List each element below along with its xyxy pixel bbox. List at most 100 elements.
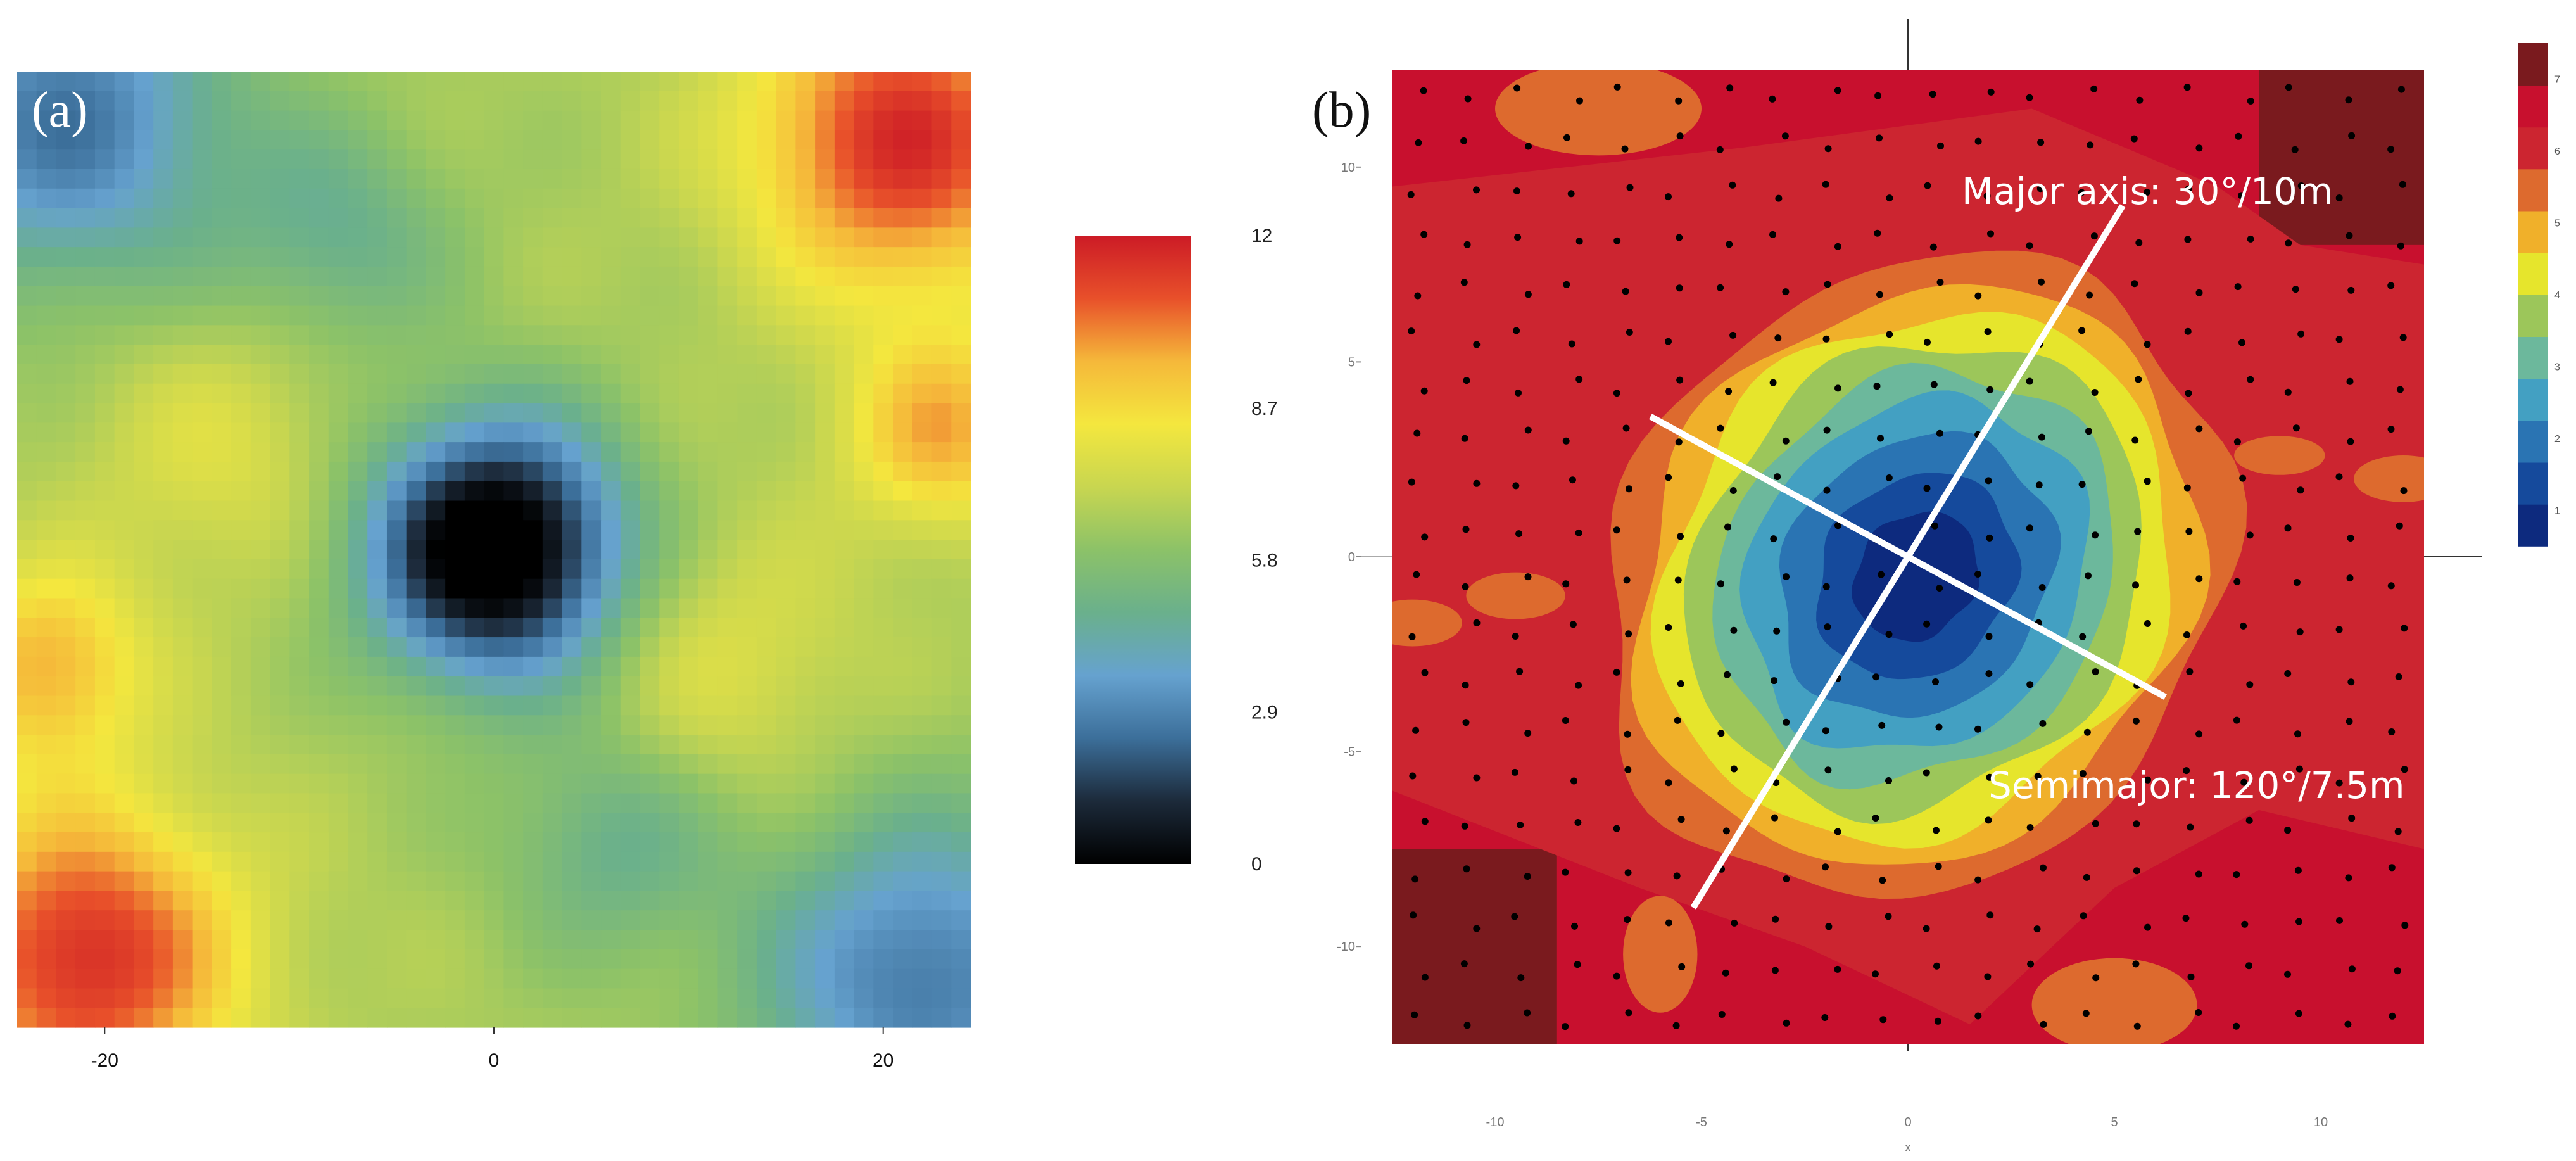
- heatmap-cell: [17, 72, 37, 92]
- heatmap-cell: [659, 345, 679, 365]
- heatmap-cell: [737, 735, 757, 755]
- heatmap-cell: [75, 715, 96, 735]
- heatmap-cell: [542, 227, 563, 248]
- heatmap-cell: [231, 227, 251, 248]
- heatmap-cell: [56, 208, 76, 228]
- heatmap-cell: [17, 715, 37, 735]
- heatmap-cell: [406, 851, 427, 872]
- sample-point: [1676, 376, 1684, 384]
- heatmap-cell: [854, 540, 874, 560]
- heatmap-cell: [756, 598, 777, 618]
- heatmap-cell: [756, 735, 777, 755]
- heatmap-cell: [231, 988, 251, 1008]
- heatmap-cell: [445, 500, 465, 521]
- heatmap-cell: [717, 168, 738, 189]
- heatmap-cell: [854, 930, 874, 950]
- heatmap-cell: [834, 305, 855, 326]
- heatmap-cell: [328, 578, 349, 599]
- heatmap-cell: [640, 383, 660, 404]
- heatmap-cell: [270, 598, 290, 618]
- heatmap-cell: [56, 442, 76, 462]
- heatmap-cell: [678, 345, 699, 365]
- heatmap-cell: [931, 540, 952, 560]
- heatmap-cell: [620, 130, 641, 150]
- heatmap-cell: [75, 813, 96, 833]
- heatmap-cell: [17, 520, 37, 540]
- heatmap-cell: [581, 968, 602, 989]
- heatmap-cell: [289, 871, 310, 892]
- heatmap-cell: [212, 1008, 232, 1028]
- heatmap-cell: [250, 247, 271, 267]
- heatmap-cell: [17, 773, 37, 794]
- heatmap-cell: [328, 227, 349, 248]
- heatmap-cell: [484, 910, 504, 930]
- heatmap-cell: [542, 949, 563, 970]
- heatmap-cell: [289, 656, 310, 677]
- heatmap-cell: [542, 149, 563, 170]
- heatmap-cell: [717, 1008, 738, 1028]
- heatmap-cell: [94, 695, 115, 716]
- heatmap-cell: [56, 247, 76, 267]
- heatmap-cell: [659, 91, 679, 111]
- heatmap-cell: [172, 520, 193, 540]
- sample-point: [1613, 390, 1620, 397]
- heatmap-cell: [698, 949, 719, 970]
- heatmap-cell: [562, 345, 582, 365]
- sample-point: [1924, 182, 1931, 189]
- heatmap-cell: [426, 793, 446, 813]
- heatmap-cell: [737, 793, 757, 813]
- heatmap-cell: [367, 891, 388, 911]
- heatmap-cell: [931, 891, 952, 911]
- heatmap-cell: [601, 1008, 621, 1028]
- heatmap-cell: [776, 715, 796, 735]
- heatmap-cell: [289, 559, 310, 580]
- heatmap-cell: [873, 540, 893, 560]
- heatmap-cell: [698, 891, 719, 911]
- sample-point: [1524, 873, 1531, 880]
- heatmap-cell: [134, 208, 154, 228]
- heatmap-cell: [834, 715, 855, 735]
- sample-point: [1677, 533, 1684, 540]
- heatmap-cell: [873, 1008, 893, 1028]
- heatmap-cell: [717, 72, 738, 92]
- heatmap-cell: [854, 500, 874, 521]
- heatmap-cell: [854, 968, 874, 989]
- heatmap-cell: [270, 305, 290, 326]
- heatmap-cell: [854, 305, 874, 326]
- heatmap-cell: [406, 637, 427, 657]
- sample-point: [2344, 1020, 2352, 1028]
- sample-point: [1729, 331, 1737, 339]
- heatmap-cell: [873, 618, 893, 638]
- heatmap-cell: [562, 305, 582, 326]
- heatmap-cell: [795, 383, 816, 404]
- heatmap-cell: [94, 930, 115, 950]
- heatmap-cell: [172, 676, 193, 697]
- sample-point: [2395, 673, 2402, 680]
- heatmap-cell: [873, 637, 893, 657]
- heatmap-cell: [94, 500, 115, 521]
- heatmap-cell: [815, 793, 835, 813]
- heatmap-cell: [75, 559, 96, 580]
- heatmap-cell: [873, 481, 893, 502]
- sample-point: [2195, 425, 2203, 433]
- heatmap-cell: [75, 949, 96, 970]
- heatmap-cell: [484, 559, 504, 580]
- heatmap-cell: [698, 968, 719, 989]
- sample-point: [2285, 84, 2292, 91]
- sample-point: [2026, 824, 2034, 831]
- sample-point: [1985, 633, 1993, 640]
- heatmap-cell: [172, 598, 193, 618]
- heatmap-cell: [328, 715, 349, 735]
- heatmap-cell: [94, 325, 115, 345]
- heatmap-cell: [815, 110, 835, 130]
- heatmap-cell: [367, 832, 388, 853]
- heatmap-cell: [289, 930, 310, 950]
- sample-point: [2238, 339, 2245, 346]
- heatmap-cell: [678, 949, 699, 970]
- heatmap-cell: [17, 871, 37, 892]
- heatmap-cell: [503, 578, 524, 599]
- heatmap-cell: [951, 520, 971, 540]
- heatmap-cell: [562, 149, 582, 170]
- heatmap-cell: [192, 520, 212, 540]
- heatmap-cell: [36, 754, 57, 775]
